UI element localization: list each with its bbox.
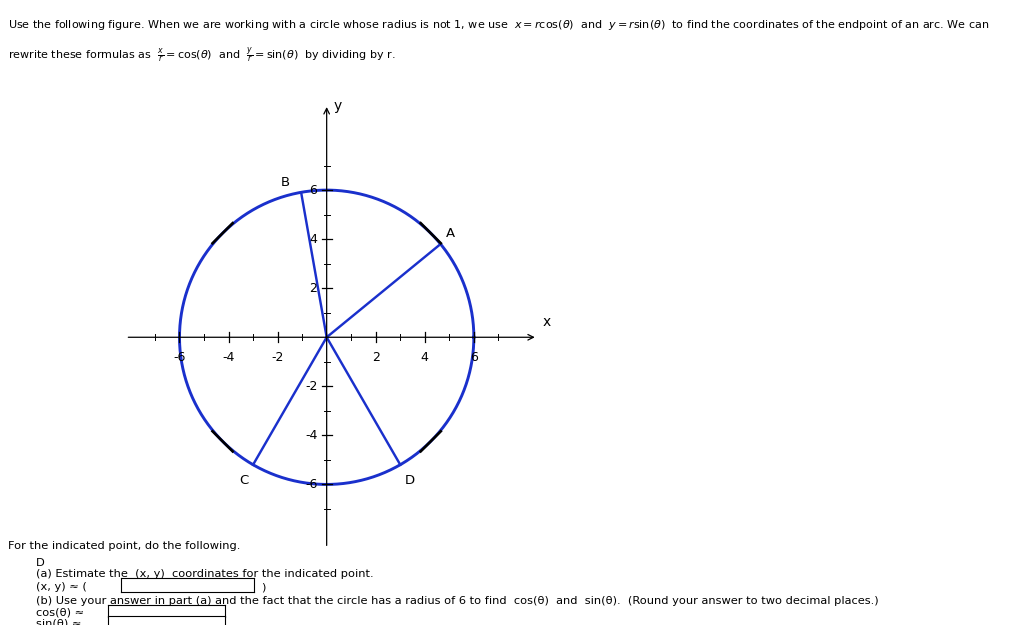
Text: cos(θ) ≈: cos(θ) ≈ [36, 608, 84, 618]
Text: -4: -4 [222, 351, 234, 364]
Text: D: D [36, 558, 45, 568]
Text: (x, y) ≈ (: (x, y) ≈ ( [36, 582, 87, 592]
Text: x: x [543, 314, 551, 329]
Text: -2: -2 [271, 351, 284, 364]
Text: B: B [281, 176, 290, 189]
Text: For the indicated point, do the following.: For the indicated point, do the followin… [8, 541, 241, 551]
Text: 6: 6 [470, 351, 478, 364]
Text: sin(θ) ≈: sin(θ) ≈ [36, 619, 81, 625]
Text: y: y [334, 99, 342, 113]
Text: A: A [446, 227, 455, 239]
Text: rewrite these formulas as  $\frac{x}{r} = \cos(\theta)$  and  $\frac{y}{r} = \si: rewrite these formulas as $\frac{x}{r} =… [8, 45, 395, 64]
Text: 6: 6 [309, 184, 317, 197]
Text: -4: -4 [305, 429, 317, 442]
Text: -6: -6 [305, 478, 317, 491]
Text: D: D [404, 474, 415, 487]
Text: ): ) [261, 582, 265, 592]
Text: 2: 2 [372, 351, 380, 364]
Text: -6: -6 [173, 351, 185, 364]
Text: 4: 4 [421, 351, 429, 364]
Text: Use the following figure. When we are working with a circle whose radius is not : Use the following figure. When we are wo… [8, 18, 989, 31]
Text: 4: 4 [309, 232, 317, 246]
Text: C: C [240, 474, 249, 487]
Text: 2: 2 [309, 282, 317, 295]
Text: -2: -2 [305, 380, 317, 393]
Text: (b) Use your answer in part (a) and the fact that the circle has a radius of 6 t: (b) Use your answer in part (a) and the … [36, 596, 879, 606]
Text: (a) Estimate the  (x, y)  coordinates for the indicated point.: (a) Estimate the (x, y) coordinates for … [36, 569, 374, 579]
